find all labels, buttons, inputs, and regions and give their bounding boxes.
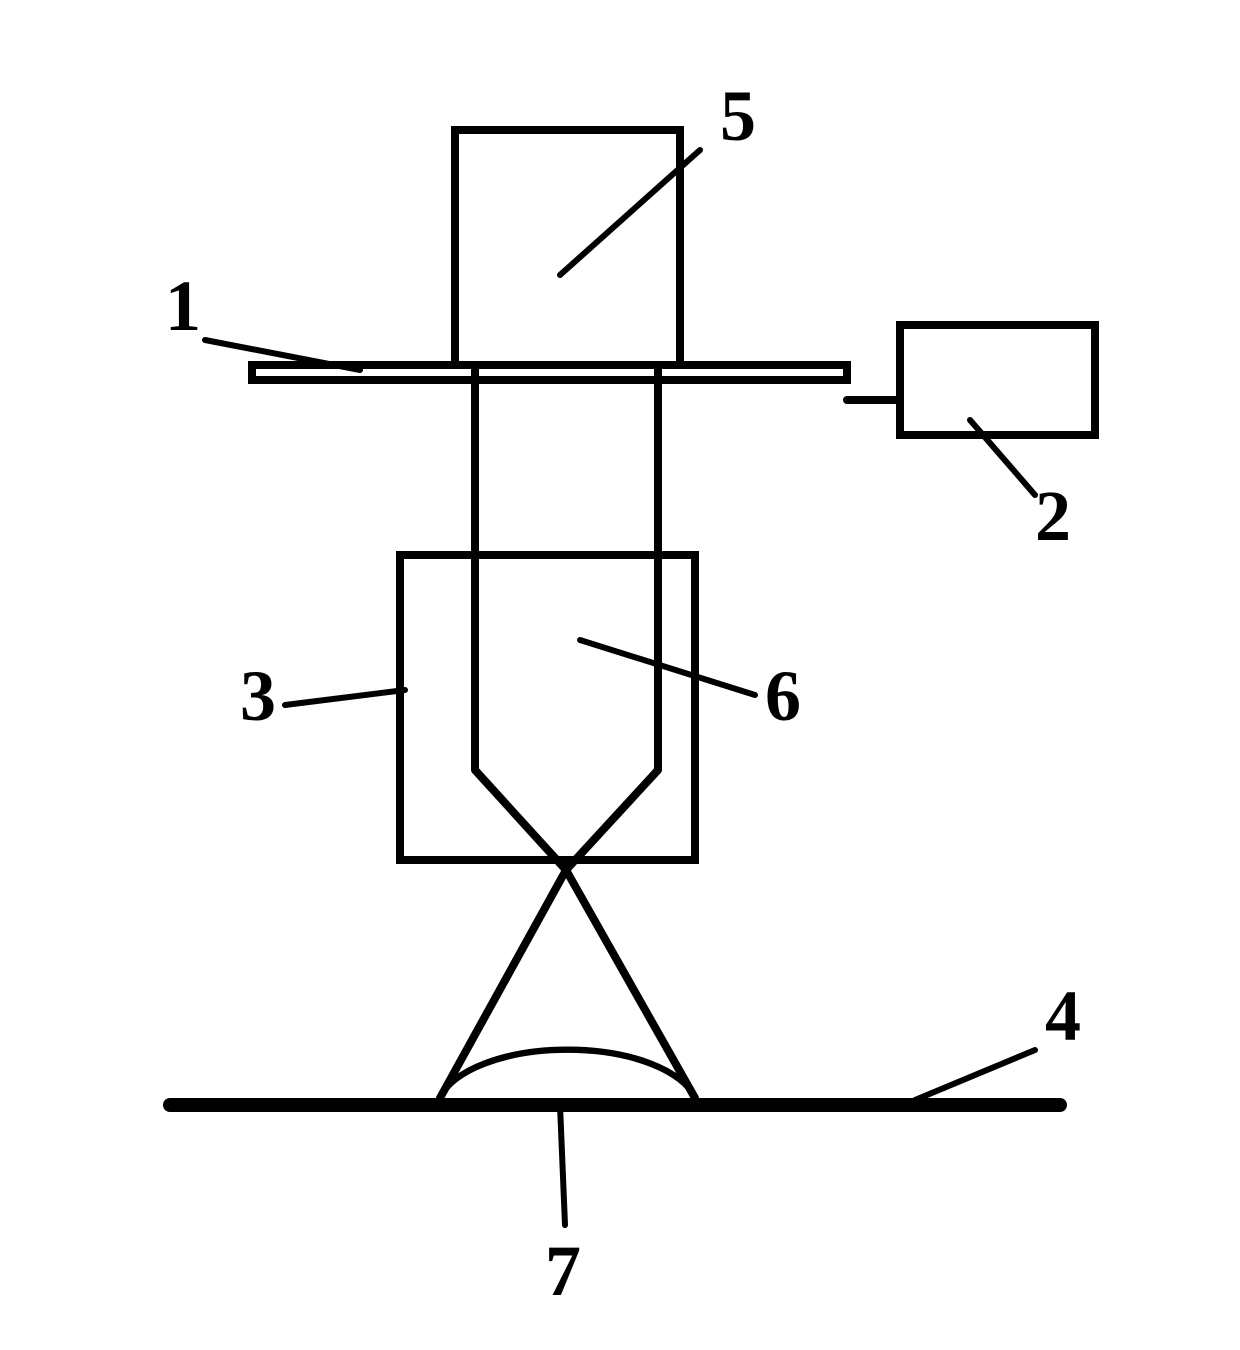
footprint-arc: [440, 1050, 695, 1098]
mid-block: [400, 555, 695, 860]
callout-3-leader: [285, 690, 405, 705]
callout-6-leader: [580, 640, 755, 695]
callout-4-leader: [915, 1050, 1035, 1100]
callout-2-label: 2: [1035, 476, 1071, 556]
side-block: [900, 325, 1095, 435]
callout-4-label: 4: [1045, 976, 1081, 1056]
callout-5-label: 5: [720, 76, 756, 156]
top-block: [455, 130, 680, 365]
callout-6-label: 6: [765, 656, 801, 736]
beam-path: [440, 365, 695, 1098]
callout-3-label: 3: [240, 656, 276, 736]
callout-7-leader: [560, 1105, 565, 1225]
callout-7-label: 7: [545, 1231, 581, 1311]
callout-1-label: 1: [165, 266, 201, 346]
